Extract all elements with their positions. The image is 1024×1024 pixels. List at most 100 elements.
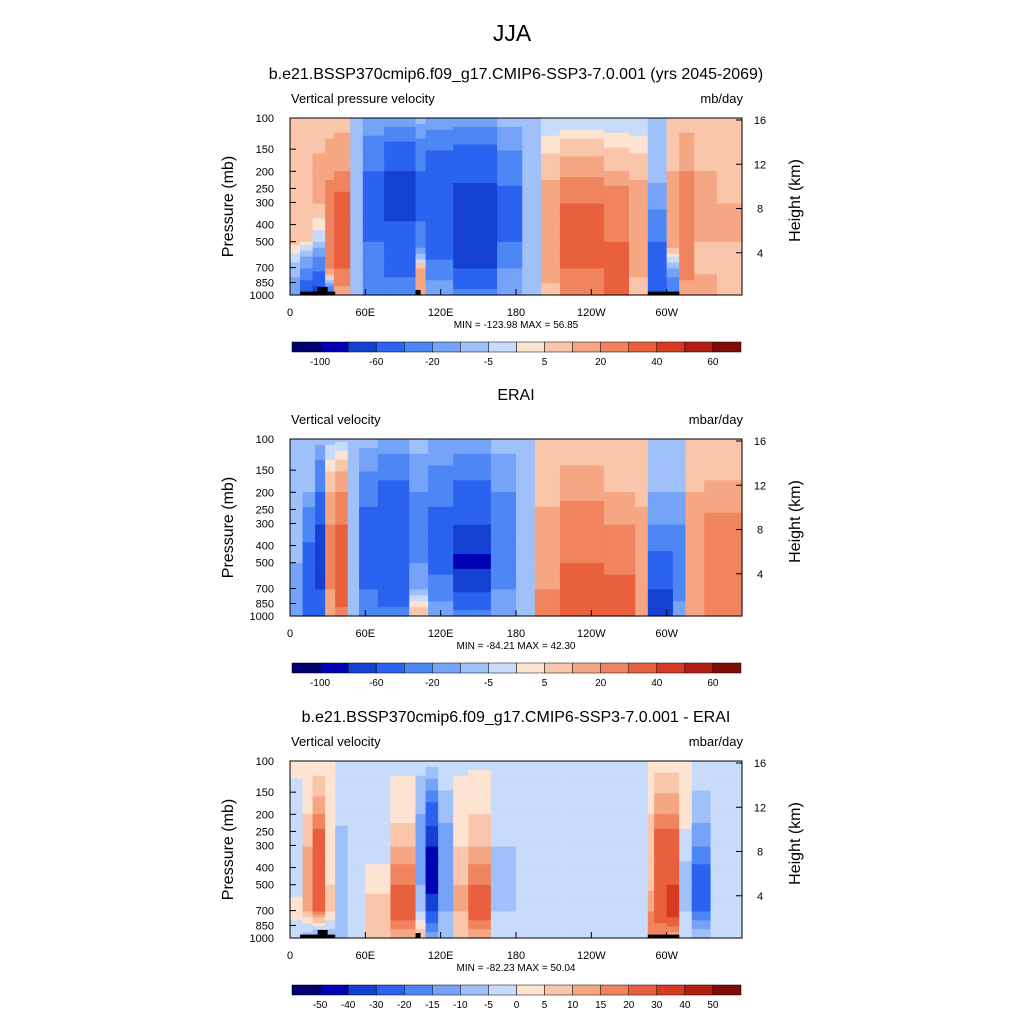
- heatmap-cell: [635, 462, 649, 467]
- heatmap-cell: [350, 118, 364, 122]
- heatmap-cell: [516, 518, 536, 523]
- heatmap-cell: [312, 793, 326, 797]
- heatmap-cell: [679, 147, 695, 152]
- heatmap-cell: [691, 805, 712, 809]
- heatmap-cell: [541, 194, 561, 199]
- heatmap-cell: [635, 574, 649, 579]
- heatmap-cell: [302, 524, 316, 529]
- heatmap-cell: [490, 462, 517, 467]
- heatmap-cell: [603, 185, 630, 190]
- colorbar-swatch: [600, 341, 629, 353]
- heatmap-cell: [425, 766, 439, 771]
- heatmap-cell: [300, 126, 314, 131]
- heatmap-cell: [559, 244, 605, 249]
- heatmap-cell: [566, 787, 618, 792]
- heatmap-cell: [333, 256, 351, 261]
- heatmap-cell: [302, 498, 316, 502]
- heatmap-cell: [672, 441, 687, 446]
- heatmap-cell: [453, 480, 492, 484]
- heatmap-cell: [629, 274, 649, 278]
- heatmap-cell: [359, 554, 379, 558]
- heatmap-cell: [490, 820, 517, 824]
- heatmap-cell: [390, 867, 417, 871]
- heatmap-cell: [647, 799, 655, 803]
- heatmap-cell: [453, 126, 498, 131]
- heatmap-cell: [425, 177, 454, 181]
- heatmap-cell: [672, 524, 687, 529]
- heatmap-cell: [350, 218, 364, 222]
- heatmap-cell: [302, 527, 316, 532]
- heatmap-cell: [365, 905, 392, 910]
- heatmap-cell: [425, 165, 454, 169]
- heatmap-cell: [312, 253, 326, 258]
- heatmap-cell: [425, 200, 454, 205]
- heatmap-cell: [312, 890, 326, 895]
- heatmap-cell: [490, 536, 517, 540]
- heatmap-cell: [362, 185, 385, 190]
- heatmap-cell: [377, 545, 410, 549]
- heatmap-cell: [365, 790, 392, 795]
- heatmap-cell: [635, 444, 649, 449]
- heatmap-cell: [685, 586, 705, 591]
- heatmap-cell: [384, 135, 417, 140]
- heatmap-cell: [647, 840, 655, 845]
- heatmap-cell: [362, 238, 385, 243]
- heatmap-cell: [490, 480, 517, 484]
- heatmap-cell: [490, 884, 517, 889]
- heatmap-cell: [516, 595, 536, 599]
- heatmap-cell: [603, 268, 630, 272]
- heatmap-cell: [647, 796, 655, 800]
- heatmap-cell: [635, 610, 649, 614]
- heatmap-cell: [453, 607, 492, 611]
- heatmap-cell: [704, 565, 743, 570]
- heatmap-cell: [335, 876, 349, 880]
- heatmap-cell: [534, 450, 561, 455]
- heatmap-cell: [453, 447, 492, 452]
- heatmap-cell: [425, 873, 439, 877]
- heatmap-cell: [694, 168, 718, 172]
- heatmap-cell: [350, 168, 364, 172]
- heatmap-cell: [453, 450, 492, 455]
- heatmap-cell: [654, 840, 668, 845]
- heatmap-cell: [534, 524, 561, 529]
- heatmap-cell: [300, 274, 314, 278]
- heatmap-cell: [679, 244, 695, 249]
- heatmap-cell: [335, 881, 349, 886]
- heatmap-cell: [566, 834, 618, 839]
- heatmap-cell: [290, 557, 304, 561]
- heatmap-cell: [685, 533, 705, 537]
- heatmap-cell: [453, 562, 492, 567]
- heatmap-cell: [516, 536, 536, 540]
- heatmap-cell: [312, 781, 326, 786]
- heatmap-cell: [559, 118, 605, 122]
- heatmap-cell: [541, 177, 561, 181]
- heatmap-cell: [694, 271, 718, 275]
- heatmap-cell: [312, 153, 326, 157]
- heatmap-cell: [672, 489, 687, 493]
- heatmap-cell: [384, 215, 417, 219]
- heatmap-cell: [425, 215, 454, 219]
- heatmap-cell: [616, 831, 649, 836]
- heatmap-cell: [654, 825, 668, 830]
- heatmap-cell: [312, 200, 326, 205]
- heatmap-cell: [390, 935, 417, 939]
- heatmap-cell: [453, 171, 498, 175]
- heatmap-cell: [694, 138, 718, 143]
- heatmap-cell: [335, 580, 349, 585]
- heatmap-cell: [325, 521, 336, 526]
- heatmap-cell: [428, 515, 454, 520]
- y-axis-label: Pressure (mb): [220, 799, 237, 900]
- heatmap-cell: [679, 914, 693, 918]
- heatmap-cell: [635, 524, 649, 529]
- heatmap-cell: [516, 896, 567, 901]
- heatmap-cell: [384, 265, 417, 270]
- heatmap-cell: [362, 156, 385, 160]
- heatmap-cell: [453, 224, 498, 228]
- heatmap-cell: [694, 221, 718, 225]
- heatmap-cell: [647, 262, 668, 267]
- heatmap-cell: [679, 929, 693, 933]
- heatmap-cell: [335, 515, 349, 520]
- heatmap-cell: [409, 447, 429, 452]
- heatmap-cell: [672, 580, 687, 585]
- heatmap-cell: [468, 761, 492, 765]
